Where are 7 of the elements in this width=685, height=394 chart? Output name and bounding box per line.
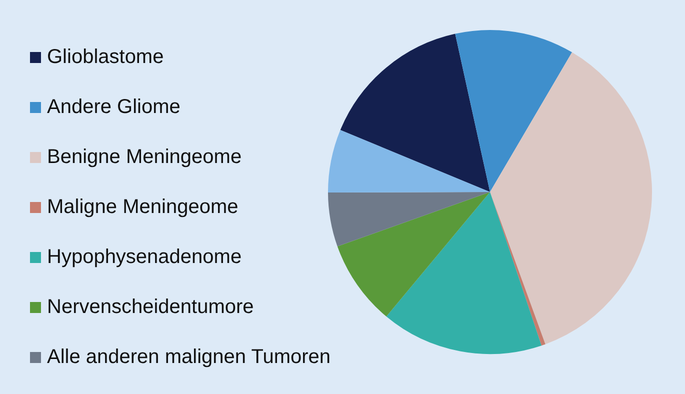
legend-label: Nervenscheidentumore [47,296,254,318]
legend-label: Andere Gliome [47,96,180,118]
legend-label: Maligne Meningeome [47,196,238,218]
legend-label: Glioblastome [47,46,164,68]
legend-label: Benigne Meningeome [47,146,242,168]
legend-label: Alle anderen malignen Tumoren [47,346,331,368]
legend-label: Hypophysenadenome [47,246,242,268]
